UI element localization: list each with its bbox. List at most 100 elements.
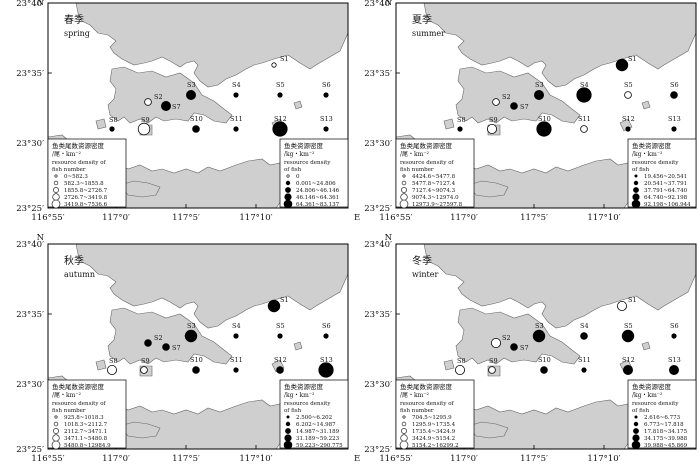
legend-number-symbol (400, 434, 408, 442)
legend-number-symbol (53, 428, 59, 434)
latitude-tick-label: 23°35′ (364, 310, 392, 320)
latitude-tick-label: 23°40′ (364, 0, 392, 9)
map-panel-winter: 23°40′ 23°35′ 23°30′ 23°25′ N 116°55′ 117°0′ 11… (364, 233, 697, 464)
legend-weight-title-en-2: of fish (632, 167, 650, 173)
legend-number-class: 2726.7~3419.8 (64, 195, 108, 201)
legend-weight-symbol (631, 199, 641, 209)
station-label-s8: S8 (457, 116, 466, 124)
legend-weight-class: 2.616~6.773 (644, 415, 681, 421)
station-marker-s1 (616, 301, 627, 312)
legend-weight-symbol (631, 440, 641, 450)
station-marker-s4 (233, 92, 239, 98)
legend-weight-symbol (284, 193, 292, 201)
legend-weight-symbol (283, 440, 293, 450)
station-marker-s9 (140, 366, 148, 374)
latitude-tick-label: 23°30′ (364, 139, 392, 149)
station-marker-s10 (540, 366, 548, 374)
legend-number-title-cn: 鱼类尾数资源密度 (400, 141, 453, 150)
station-label-s13: S13 (668, 356, 681, 364)
longitude-tick-label: 117°5′ (172, 454, 200, 464)
station-marker-s9 (488, 366, 496, 374)
legend-weight-unit: /kg・km⁻² (632, 151, 663, 158)
station-label-s3: S3 (187, 322, 196, 330)
latitude-tick-label: 23°25′ (16, 445, 44, 455)
station-label-s12: S12 (622, 356, 635, 364)
station-label-s11: S11 (578, 115, 591, 123)
station-label-s1: S1 (280, 296, 289, 304)
station-label-s1: S1 (628, 296, 637, 304)
station-label-s6: S6 (670, 81, 679, 89)
legend-number-title-en: resource density of (400, 160, 455, 166)
station-marker-s3 (532, 329, 546, 343)
station-marker-s10 (536, 121, 552, 137)
legend-number-symbol (401, 187, 407, 193)
station-marker-s1 (271, 62, 277, 68)
station-label-s6: S6 (670, 322, 679, 330)
longitude-tick-label: 117°0′ (450, 454, 478, 464)
station-marker-s4 (233, 333, 239, 339)
station-label-s3: S3 (187, 81, 196, 89)
legend-weight-title-en: resource density (632, 160, 679, 166)
legend-number-class: 0~582.3 (64, 174, 88, 180)
station-marker-s5 (621, 329, 635, 343)
legend-weight-unit: /kg・km⁻² (284, 151, 315, 158)
legend-number-unit: /尾・km⁻² (52, 392, 82, 399)
station-marker-s10 (192, 366, 200, 374)
station-label-s8: S8 (109, 357, 118, 365)
legend-weight-title-cn: 鱼类资源密度 (284, 382, 324, 391)
latitude-tick-label: 23°40′ (364, 240, 392, 250)
station-marker-s11 (581, 367, 587, 373)
legend-number-title-cn: 鱼类尾数资源密度 (400, 382, 453, 391)
legend-number-symbol (401, 428, 407, 434)
station-marker-s8 (457, 126, 463, 132)
station-marker-s13 (323, 126, 329, 132)
legend-number-title-en: resource density of (400, 401, 455, 407)
station-label-s3: S3 (535, 81, 544, 89)
station-marker-s7 (510, 343, 518, 351)
legend-weight-symbol (633, 180, 639, 186)
legend-weight-class: 17.818~34.175 (644, 429, 688, 435)
season-title-cn: 冬季 (412, 254, 432, 267)
legend-weight-class: 37.791~64.740 (644, 188, 688, 194)
station-marker-s11 (233, 126, 239, 132)
legend-number-title-en-2: fish number (400, 408, 434, 414)
latitude-tick-label: 23°35′ (16, 310, 44, 320)
station-label-s12: S12 (274, 356, 287, 364)
legend-weight-title-en: resource density (284, 160, 331, 166)
station-marker-s13 (668, 365, 679, 376)
legend-number-class: 9074.3~12974.0 (412, 195, 459, 201)
legend-number-symbol (51, 440, 61, 450)
longitude-tick-label: 117°10′ (239, 454, 272, 464)
legend-weight-symbol (633, 428, 639, 434)
legend-number-class: 1295.9~1735.4 (412, 422, 456, 428)
station-label-s4: S4 (232, 81, 241, 89)
station-label-s9: S9 (489, 357, 498, 365)
station-label-s12: S12 (622, 115, 635, 123)
longitude-tick-label: 117°5′ (520, 213, 548, 223)
legend-number-unit: /尾・km⁻² (52, 151, 82, 158)
longitude-tick-label: 116°55′ (379, 213, 412, 223)
legend-number-title-en-2: fish number (52, 408, 86, 414)
legend-weight-class: 6.773~17.818 (644, 422, 684, 428)
station-marker-s11 (233, 367, 239, 373)
station-label-s13: S13 (320, 115, 333, 123)
map-frame (47, 2, 349, 209)
legend-number-unit: /尾・km⁻² (400, 151, 430, 158)
station-label-s11: S11 (230, 356, 243, 364)
station-marker-s7 (161, 101, 172, 112)
station-label-s5: S5 (624, 322, 633, 330)
legend-weight-class: 34.175~39.988 (644, 436, 688, 442)
station-marker-s4 (580, 332, 588, 340)
longitude-tick-label: 117°5′ (172, 213, 200, 223)
station-label-s10: S10 (538, 356, 551, 364)
legend-weight-symbol (633, 421, 639, 427)
legend-number-class: 3419.8~7536.6 (64, 202, 108, 208)
legend-number-symbol (401, 421, 407, 427)
station-label-s5: S5 (276, 322, 285, 330)
legend-number-title-en-2: fish number (52, 167, 86, 173)
station-marker-s3 (185, 90, 196, 101)
legend-number-symbol (402, 174, 406, 178)
map-frame (395, 243, 697, 450)
legend-number-class: 5480.8~12984.9 (64, 443, 111, 449)
